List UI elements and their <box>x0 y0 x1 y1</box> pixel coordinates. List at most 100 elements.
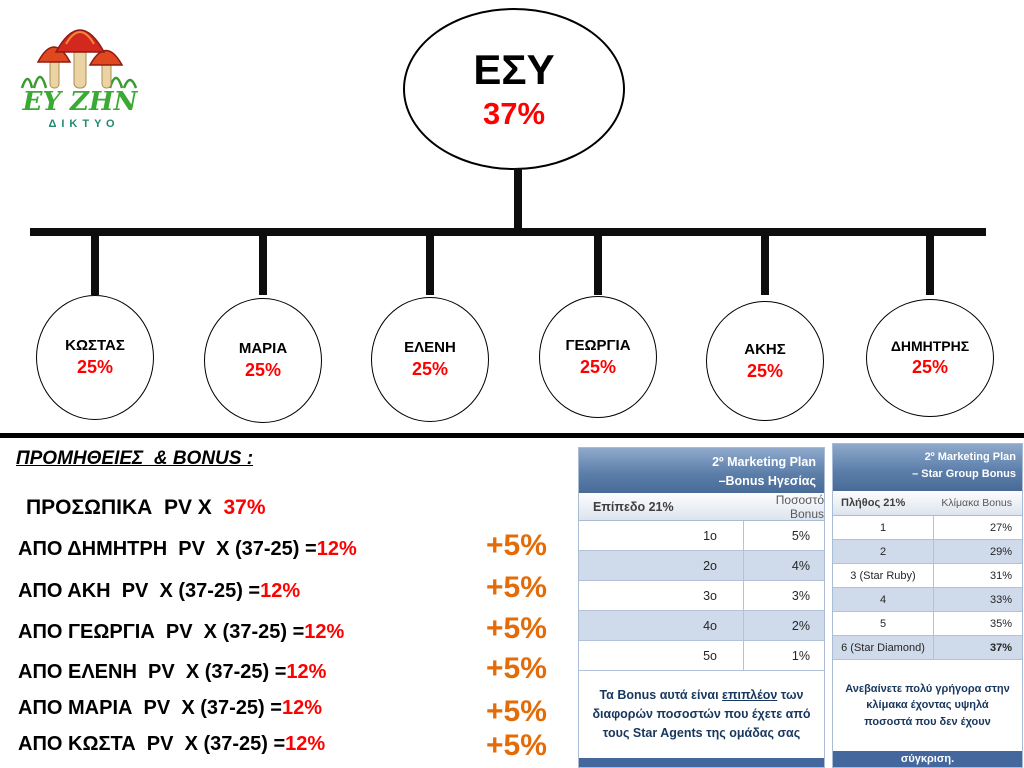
count-cell: 3 (Star Ruby) <box>850 569 916 582</box>
commission-percent: 12% <box>304 621 345 643</box>
connector-stub-6 <box>926 236 934 295</box>
table-row: 5 35% <box>833 612 1022 636</box>
table-row: 4ο 2% <box>579 611 824 641</box>
personal-pv-percent: 37% <box>223 496 266 519</box>
scale-cell: 37% <box>933 636 1022 659</box>
bonus-cell: 2% <box>743 611 824 640</box>
scale-cell: 35% <box>933 612 1022 635</box>
commission-bonus: +5% <box>486 695 547 728</box>
leadership-bonus-table: 2º Marketing Plan –Bonus Ηγεσίας Επίπεδο… <box>578 447 825 768</box>
column-header-level: Επίπεδο 21% <box>593 499 674 514</box>
org-node-maria: ΜΑΡΙΑ 25% <box>204 298 322 423</box>
table-row: 2ο 4% <box>579 551 824 581</box>
org-child-name: ΜΑΡΙΑ <box>238 340 288 357</box>
star-table-title-line1: 2º Marketing Plan <box>924 451 1016 463</box>
commission-line-maria: ΑΠΟ ΜΑΡΙΑ PV X (37-25) =12% +5% <box>18 695 588 728</box>
org-child-percent: 25% <box>579 356 617 377</box>
org-child-percent: 25% <box>911 357 949 377</box>
org-node-kostas: ΚΩΣΤΑΣ 25% <box>36 295 154 420</box>
leadership-table-header-row: Επίπεδο 21% Ποσοστό Bonus <box>579 493 824 521</box>
commission-line-dimitris: ΑΠΟ ΔΗΜΗΤΡΗ PV X (37-25) =12% +5% <box>18 529 588 562</box>
table-row: 3 (Star Ruby) 31% <box>833 564 1022 588</box>
leadership-table-footnote: Τα Bonus αυτά είναι επιπλέον των διαφορώ… <box>579 671 824 758</box>
count-cell: 6 (Star Diamond) <box>841 641 925 654</box>
column-header-bonus: Ποσοστό Bonus <box>775 492 824 521</box>
table-row: 6 (Star Diamond) 37% <box>833 636 1022 660</box>
commission-percent: 12% <box>316 538 357 560</box>
connector-stub-5 <box>761 236 769 295</box>
footnote-text: Τα Bonus αυτά είναι <box>599 688 723 703</box>
org-node-georgia: ΓΕΩΡΓΙΑ 25% <box>539 296 657 418</box>
connector-stub-3 <box>426 236 434 295</box>
count-cell: 2 <box>879 545 887 558</box>
connector-stub-1 <box>91 236 99 295</box>
star-table-title: 2º Marketing Plan – Star Group Bonus <box>833 444 1022 491</box>
footnote-underlined-word: επιπλέον <box>722 688 778 703</box>
bonus-cell: 3% <box>743 581 824 610</box>
level-cell: 4ο <box>703 618 717 633</box>
personal-pv-text: ΠΡΟΣΩΠΙΚΑ PV X <box>26 496 224 519</box>
scale-cell: 31% <box>933 564 1022 587</box>
commission-text: ΑΠΟ ΑΚΗ PV X (37-25) = <box>18 580 261 602</box>
commission-percent: 12% <box>281 697 322 719</box>
org-node-root: ΕΣΥ 37% <box>403 8 625 170</box>
footnote-text: Ανεβαίνετε πολύ γρήγορα στην κλίμακα έχο… <box>845 682 1010 728</box>
org-child-percent: 25% <box>411 359 449 379</box>
org-node-akis: ΑΚΗΣ 25% <box>706 301 824 421</box>
commission-text: ΑΠΟ ΚΩΣΤΑ PV X (37-25) = <box>18 733 286 755</box>
connector-stub-4 <box>594 236 602 295</box>
commission-line-georgia: ΑΠΟ ΓΕΩΡΓΙΑ PV X (37-25) =12% +5% <box>18 612 588 645</box>
org-child-name: ΕΛΕΝΗ <box>404 339 456 356</box>
table-row: 4 33% <box>833 588 1022 612</box>
org-child-name: ΑΚΗΣ <box>744 340 786 358</box>
footnote-text: των διαφορών ποσοστών που έχετε από τους… <box>592 688 811 740</box>
commissions-title: ΠΡΟΜΗΘΕΙΕΣ & BONUS : <box>16 448 254 469</box>
mushrooms-illustration <box>36 29 124 89</box>
star-group-bonus-table: 2º Marketing Plan – Star Group Bonus Πλή… <box>832 443 1023 768</box>
bonus-cell: 1% <box>743 641 824 670</box>
logo-text-main: ΕΥ ΖΗΝ <box>22 87 139 117</box>
scale-cell: 33% <box>933 588 1022 611</box>
connector-stub-2 <box>259 236 267 295</box>
count-cell: 4 <box>879 593 887 606</box>
commission-percent: 12% <box>260 580 301 602</box>
org-child-percent: 25% <box>746 360 784 381</box>
level-cell: 1ο <box>703 528 717 543</box>
commission-percent: 12% <box>285 733 326 755</box>
commission-text: ΑΠΟ ΕΛΕΝΗ PV X (37-25) = <box>18 661 287 683</box>
commission-text: ΑΠΟ ΓΕΩΡΓΙΑ PV X (37-25) = <box>18 621 305 643</box>
commission-bonus: +5% <box>486 652 547 685</box>
section-divider <box>0 433 1024 438</box>
table-row: 3ο 3% <box>579 581 824 611</box>
table-row: 1ο 5% <box>579 521 824 551</box>
logo: ΕΥ ΖΗΝ ΔΙΚΤΥΟ <box>10 6 160 134</box>
star-table-footnote: Ανεβαίνετε πολύ γρήγορα στην κλίμακα έχο… <box>833 660 1022 751</box>
org-child-name: ΓΕΩΡΓΙΑ <box>565 336 631 354</box>
org-child-percent: 25% <box>244 360 282 380</box>
table-row: 2 29% <box>833 540 1022 564</box>
logo-text-sub: ΔΙΚΤΥΟ <box>48 118 119 130</box>
org-node-eleni: ΕΛΕΝΗ 25% <box>371 297 489 422</box>
org-root-name: ΕΣΥ <box>473 46 555 93</box>
connector-trunk <box>514 168 522 230</box>
commission-bonus: +5% <box>486 612 547 645</box>
commission-percent: 12% <box>286 661 327 683</box>
commission-bonus: +5% <box>486 729 547 762</box>
level-cell: 2ο <box>703 558 717 573</box>
commission-text: ΑΠΟ ΜΑΡΙΑ PV X (37-25) = <box>18 697 282 719</box>
commission-line-akis: ΑΠΟ ΑΚΗ PV X (37-25) =12% +5% <box>18 571 588 604</box>
commission-line-kostas: ΑΠΟ ΚΩΣΤΑ PV X (37-25) =12% +5% <box>18 729 588 762</box>
star-table-header-row: Πλήθος 21% Κλίμακα Bonus <box>833 491 1022 516</box>
table-bottom-bar: σύγκριση. <box>833 751 1022 767</box>
leadership-table-title-line1: 2º Marketing Plan <box>712 455 816 469</box>
star-table-title-line2: – Star Group Bonus <box>912 467 1016 480</box>
commission-bonus: +5% <box>486 571 547 604</box>
count-cell: 5 <box>879 617 887 630</box>
level-cell: 3ο <box>703 588 717 603</box>
org-child-name: ΔΗΜΗΤΡΗΣ <box>890 338 970 354</box>
count-cell: 1 <box>879 521 887 534</box>
scale-cell: 27% <box>933 516 1022 539</box>
bonus-cell: 5% <box>743 521 824 550</box>
table-bottom-bar <box>579 758 824 767</box>
